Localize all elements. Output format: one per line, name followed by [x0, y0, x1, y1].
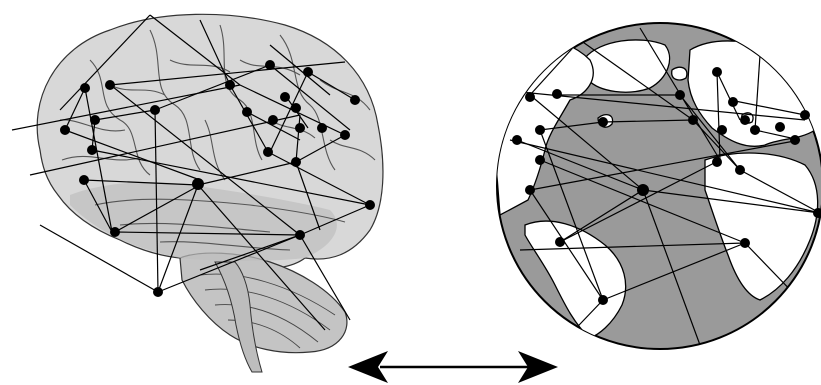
brain-node	[280, 92, 290, 102]
brain-node	[60, 125, 70, 135]
brain-node	[242, 107, 252, 117]
brain-node	[90, 115, 100, 125]
globe-node	[717, 125, 727, 135]
globe-node	[598, 295, 608, 305]
brain-network-nodes	[60, 60, 375, 297]
globe-node	[735, 165, 745, 175]
globe-node	[775, 122, 785, 132]
globe-node	[555, 237, 565, 247]
brain-node	[153, 287, 163, 297]
globe-node	[675, 90, 685, 100]
globe-node	[688, 115, 698, 125]
brain-node	[291, 103, 301, 113]
brain-node	[110, 227, 120, 237]
globe-node	[598, 117, 608, 127]
brain-node	[317, 123, 327, 133]
globe-node	[512, 135, 522, 145]
globe-node	[525, 185, 535, 195]
brain-node	[265, 60, 275, 70]
brain-network-edges	[11, 14, 371, 331]
brain-node	[80, 83, 90, 93]
brain-node	[340, 130, 350, 140]
globe-node	[712, 157, 722, 167]
double-headed-arrow-icon	[348, 351, 558, 383]
brain-node	[295, 230, 305, 240]
globe-node	[740, 238, 750, 248]
temporal-lobe-shade	[70, 182, 337, 261]
brain-node	[87, 145, 97, 155]
brain-node	[105, 80, 115, 90]
brain-node	[150, 105, 160, 115]
brain-node	[303, 67, 313, 77]
globe-node	[740, 115, 750, 125]
brain-node	[263, 147, 273, 157]
brain-node	[291, 157, 301, 167]
brain-node	[350, 95, 360, 105]
globe-node	[535, 155, 545, 165]
brain-node	[79, 175, 89, 185]
globe-node	[637, 184, 649, 196]
globe-node	[750, 125, 760, 135]
globe-node	[728, 97, 738, 107]
brain-stem-shape	[214, 261, 263, 373]
globe-node	[552, 89, 562, 99]
brain-node	[225, 80, 235, 90]
brain-node	[365, 200, 375, 210]
globe-network-edges	[499, 27, 821, 346]
globe-node	[535, 125, 545, 135]
brain-network-icon	[11, 13, 384, 373]
brain-node	[295, 123, 305, 133]
globe-network-nodes	[512, 67, 821, 305]
brain-node	[192, 178, 204, 190]
globe-node	[813, 208, 821, 218]
globe-node	[800, 110, 810, 120]
globe-node	[525, 92, 535, 102]
globe-node	[790, 135, 800, 145]
brain-node	[268, 115, 278, 125]
globe-node	[712, 67, 722, 77]
globe-network-icon	[496, 22, 821, 350]
